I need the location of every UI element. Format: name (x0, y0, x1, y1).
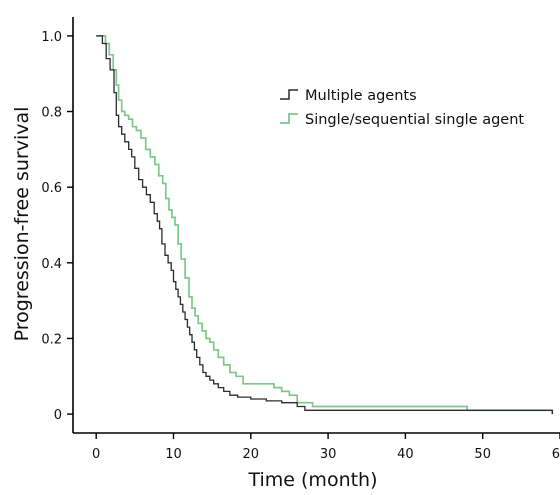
curves-layer (96, 35, 554, 415)
y-tick-label: 1.0 (41, 30, 62, 45)
y-tick-label: 0.8 (41, 106, 62, 121)
legend-marker-0 (280, 89, 298, 100)
x-tick-label: 20 (243, 447, 260, 462)
x-tick-label: 40 (397, 447, 414, 462)
y-axis-title: Progression-free survival (11, 107, 33, 342)
axes-layer: 0 10 20 30 40 50 60 0 0.2 0.4 0.6 0.8 1.0 (41, 17, 560, 462)
x-tick-label: 50 (474, 447, 491, 462)
x-tick-label: 0 (92, 447, 100, 462)
y-tick-label: 0.6 (41, 181, 62, 196)
series-line-0 (96, 35, 553, 415)
legend-label-1: Single/sequential single agent (305, 112, 524, 128)
legend: Multiple agents Single/sequential single … (280, 88, 524, 128)
y-tick-label: 0.4 (41, 257, 62, 272)
x-tick-label: 60 (552, 447, 560, 462)
x-tick-label: 10 (165, 447, 182, 462)
legend-marker-1 (280, 113, 298, 124)
legend-label-0: Multiple agents (305, 88, 417, 104)
y-tick-label: 0 (54, 408, 62, 423)
x-tick-label: 30 (320, 447, 337, 462)
y-tick-label: 0.2 (41, 332, 62, 347)
series-line-1 (96, 35, 554, 415)
x-axis-title: Time (month) (247, 469, 377, 490)
